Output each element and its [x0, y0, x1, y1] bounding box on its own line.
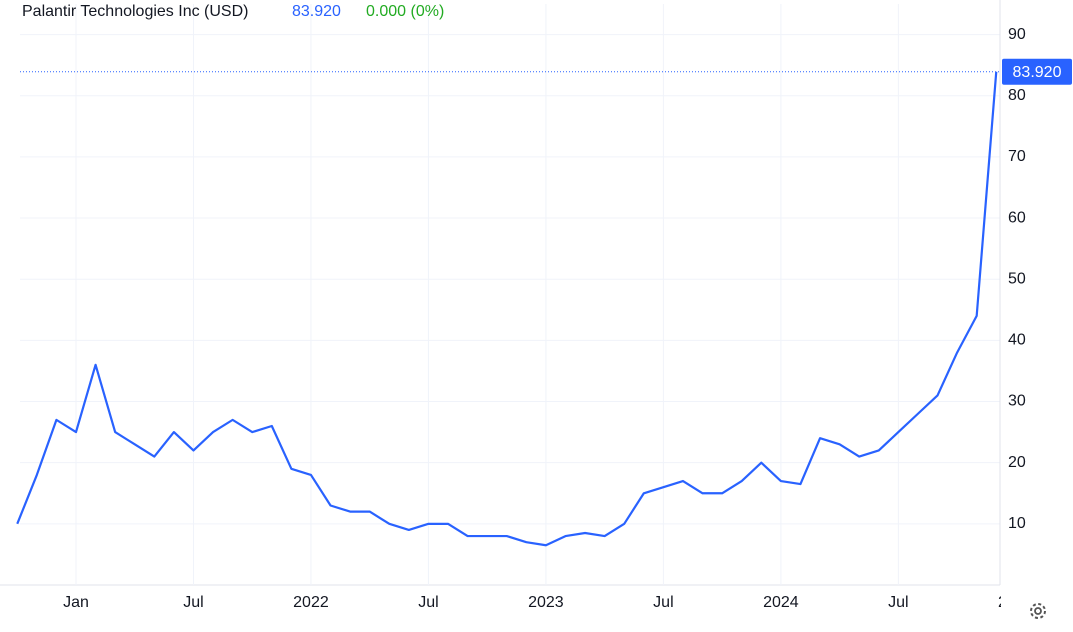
- x-tick-label: Jul: [653, 594, 673, 611]
- y-tick-label: 80: [1008, 87, 1026, 104]
- x-tick-label: Jul: [183, 594, 203, 611]
- price-line: [16, 71, 998, 547]
- chart-title: Palantir Technologies Inc (USD): [22, 3, 248, 20]
- y-tick-label: 70: [1008, 148, 1026, 165]
- y-tick-label: 50: [1008, 270, 1026, 287]
- x-tick-label: 2022: [293, 594, 329, 611]
- axis-panel: [1001, 0, 1073, 627]
- y-tick-label: 20: [1008, 454, 1026, 471]
- price: 83.920: [292, 3, 341, 20]
- x-tick-label: Jan: [63, 594, 89, 611]
- settings-button[interactable]: [1030, 603, 1046, 619]
- y-tick-label: 10: [1008, 515, 1026, 532]
- x-tick-label: Jul: [888, 594, 908, 611]
- y-axis: 10 20 30 40 50 60 70 80 90 83.920: [1002, 26, 1072, 532]
- y-tick-label: 30: [1008, 393, 1026, 410]
- price-change: 0.000 (0%): [366, 3, 444, 20]
- plot: JanJul2022Jul2023Jul2024Jul2025: [0, 4, 1034, 611]
- x-tick-label: Jul: [418, 594, 438, 611]
- x-tick-label: 2024: [763, 594, 799, 611]
- last-price-label: 83.920: [1013, 64, 1062, 81]
- y-tick-label: 40: [1008, 332, 1026, 349]
- y-tick-label: 60: [1008, 209, 1026, 226]
- x-tick-label: 2023: [528, 594, 564, 611]
- y-tick-label: 90: [1008, 26, 1026, 43]
- last-price-badge: [1002, 58, 1072, 85]
